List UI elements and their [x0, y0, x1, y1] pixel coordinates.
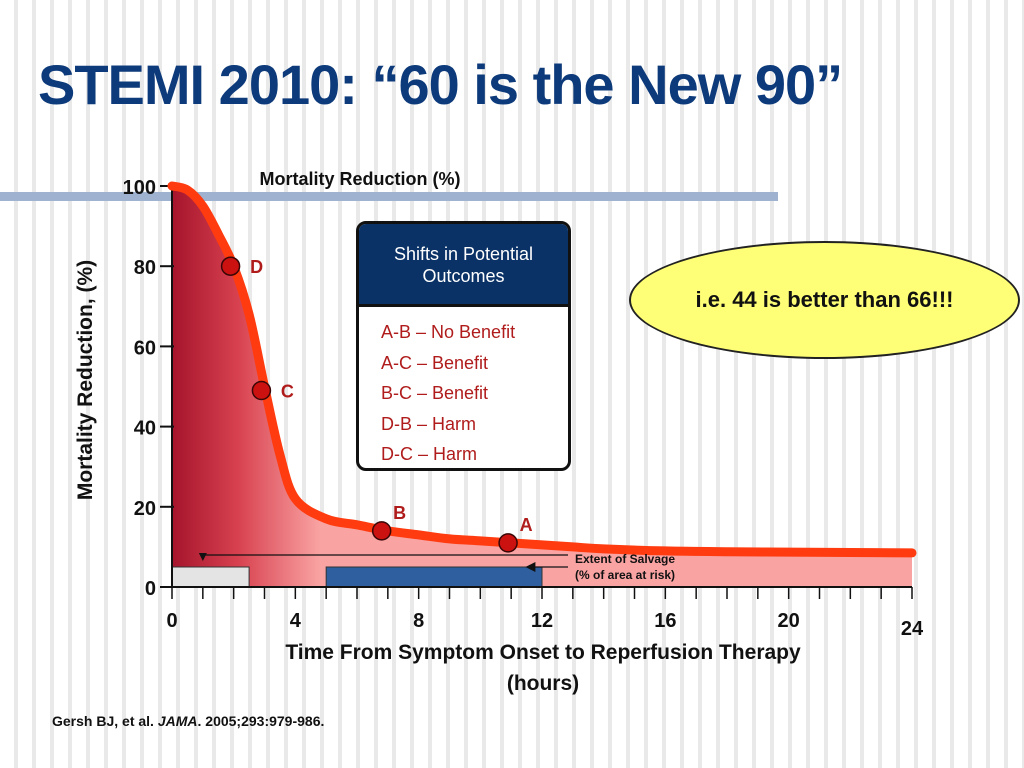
- data-point-label: B: [393, 503, 406, 523]
- outcomes-list: A-B – No Benefit A-C – Benefit B-C – Ben…: [359, 307, 568, 468]
- data-point-b: [371, 521, 392, 541]
- data-point-a: [498, 533, 518, 553]
- callout-ellipse: i.e. 44 is better than 66!!!: [629, 241, 1020, 359]
- y-tick-label: 80: [134, 257, 156, 279]
- callout-text: i.e. 44 is better than 66!!!: [695, 287, 954, 312]
- y-tick-label: 100: [123, 177, 156, 199]
- salvage-arrow-head: [198, 553, 207, 561]
- mortality-area-fill: [172, 186, 912, 587]
- data-point-c: [251, 380, 272, 401]
- salvage-annotation-line2: (% of area at risk): [575, 568, 675, 582]
- outcome-item: A-C – Benefit: [381, 352, 489, 373]
- x-tick-label: 4: [290, 610, 302, 632]
- data-point-label: A: [520, 515, 533, 535]
- y-tick-label: 60: [134, 337, 156, 359]
- outcomes-box-header: Shifts in Potential Outcomes: [359, 224, 568, 307]
- outcome-item: D-B – Harm: [381, 413, 477, 434]
- x-tick-label: 24: [901, 618, 924, 640]
- x-tick-label: 16: [654, 610, 676, 632]
- y-axis-title: Mortality Reduction, (%): [74, 260, 97, 500]
- outcome-item: D-C – Harm: [381, 444, 478, 464]
- y-tick-label: 0: [145, 578, 156, 600]
- outcome-item: B-C – Benefit: [381, 383, 489, 403]
- outcome-item: A-B – No Benefit: [381, 322, 516, 342]
- data-point-label: D: [250, 257, 263, 277]
- citation-rest: . 2005;293:979-986.: [197, 713, 325, 729]
- x-axis-title-line1: Time From Symptom Onset to Reperfusion T…: [285, 641, 801, 664]
- salvage-pointer-head: [525, 562, 536, 572]
- citation: Gersh BJ, et al. JAMA. 2005;293:979-986.: [52, 713, 324, 729]
- salvage-annotation-line1: Extent of Salvage: [575, 552, 675, 566]
- data-point-label: C: [281, 382, 294, 402]
- x-axis-title-line2: (hours): [507, 672, 579, 695]
- chart-title: Mortality Reduction (%): [260, 169, 461, 189]
- x-tick-label: 20: [778, 610, 800, 632]
- y-tick-label: 20: [134, 498, 156, 520]
- outcomes-box: Shifts in Potential Outcomes A-B – No Be…: [356, 221, 571, 471]
- x-tick-label: 12: [531, 610, 553, 632]
- y-tick-label: 40: [134, 418, 156, 440]
- slide-title: STEMI 2010: “60 is the New 90”: [38, 53, 843, 116]
- citation-authors: Gersh BJ, et al.: [52, 713, 158, 729]
- citation-journal: JAMA: [157, 713, 198, 729]
- x-tick-label: 0: [166, 610, 177, 632]
- salvage-bar: [325, 566, 543, 588]
- salvage-bar: [171, 566, 250, 588]
- data-point-d: [220, 256, 241, 276]
- x-tick-label: 8: [413, 610, 424, 632]
- title-rule: [0, 192, 778, 201]
